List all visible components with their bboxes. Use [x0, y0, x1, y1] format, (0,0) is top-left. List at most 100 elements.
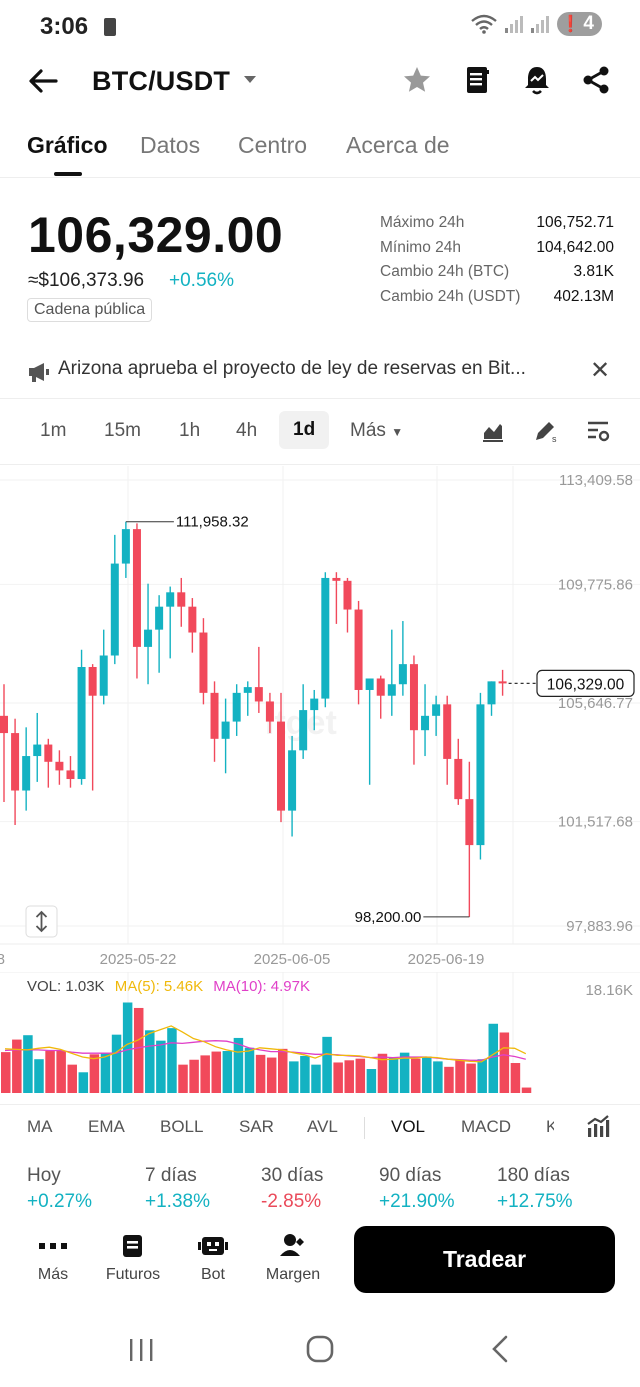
chart-settings-icon[interactable]: [586, 419, 612, 443]
candle-body[interactable]: [199, 632, 208, 693]
candle-body[interactable]: [110, 563, 119, 656]
last-price-tag[interactable]: [536, 669, 635, 698]
back-arrow-icon[interactable]: [26, 64, 60, 98]
interval-4h[interactable]: 4h: [236, 420, 258, 441]
candle-body[interactable]: [99, 655, 108, 696]
candle-body[interactable]: [387, 684, 396, 696]
candle-body[interactable]: [132, 529, 141, 647]
nav-more[interactable]: Más: [18, 1230, 88, 1284]
indicator-ema[interactable]: EMA: [88, 1117, 125, 1136]
indicator-boll[interactable]: BOLL: [160, 1117, 204, 1136]
candle-body[interactable]: [210, 692, 219, 739]
news-text[interactable]: Arizona aprueba el proyecto de ley de re…: [58, 358, 526, 379]
candle-body[interactable]: [398, 664, 407, 685]
candle-body[interactable]: [465, 799, 474, 846]
home-icon[interactable]: [305, 1334, 335, 1364]
indicator-settings-icon[interactable]: [585, 1114, 611, 1140]
notebook-icon[interactable]: [461, 64, 493, 96]
candle-body[interactable]: [310, 698, 319, 711]
tab-data[interactable]: Datos: [140, 132, 201, 158]
interval-1h[interactable]: 1h: [179, 420, 201, 441]
candle-body[interactable]: [221, 721, 230, 739]
candle-body[interactable]: [66, 770, 75, 780]
volume-bar: [1, 1052, 11, 1093]
candle-body[interactable]: [376, 678, 385, 696]
candle-body[interactable]: [321, 577, 330, 699]
interval-1m[interactable]: 1m: [40, 420, 67, 441]
nav-label: Futuros: [105, 1266, 161, 1283]
draw-tool-icon[interactable]: s: [533, 419, 559, 443]
pair-dropdown-icon[interactable]: [244, 76, 256, 83]
star-icon[interactable]: [401, 64, 433, 96]
candle-body[interactable]: [421, 715, 430, 731]
candle-body[interactable]: [232, 692, 241, 722]
candle-body[interactable]: [33, 744, 42, 757]
candle-body[interactable]: [277, 721, 285, 811]
candle-body[interactable]: [11, 733, 20, 791]
candle-body[interactable]: [354, 609, 363, 690]
candle-body[interactable]: [121, 529, 130, 564]
indicator-vol[interactable]: VOL: [391, 1117, 426, 1136]
candle-body[interactable]: [254, 687, 263, 702]
indicator-avl[interactable]: AVL: [307, 1117, 338, 1136]
candle-body[interactable]: [22, 756, 31, 791]
volume-bar: [34, 1059, 44, 1093]
candle-body[interactable]: [166, 592, 175, 607]
volume-chart[interactable]: 18.16K: [0, 972, 640, 1102]
interval-1d[interactable]: 1d: [279, 411, 330, 449]
candle-body[interactable]: [288, 750, 297, 811]
candle-body[interactable]: [77, 666, 86, 780]
candle-body[interactable]: [365, 678, 374, 690]
nav-futures[interactable]: Futuros: [98, 1230, 168, 1284]
ma5-line: [4, 1025, 527, 1063]
indicator-sar[interactable]: SAR: [239, 1117, 274, 1136]
candle-body[interactable]: [498, 681, 507, 684]
candle-body[interactable]: [432, 704, 441, 716]
news-banner[interactable]: Arizona aprueba el proyecto de ley de re…: [0, 354, 640, 394]
candle-body[interactable]: [144, 629, 153, 647]
back-nav-icon[interactable]: [486, 1334, 514, 1364]
price-alert-icon[interactable]: [521, 64, 553, 96]
share-icon[interactable]: [580, 64, 612, 96]
candle-body[interactable]: [454, 758, 463, 800]
candle-body[interactable]: [55, 761, 64, 771]
close-icon[interactable]: ✕: [590, 357, 611, 384]
interval-15m[interactable]: 15m: [104, 420, 141, 441]
indicator-macd[interactable]: MACD: [461, 1117, 512, 1136]
status-bar: 3:06 ❗ 4: [0, 0, 640, 52]
interval-more[interactable]: Más ▼: [350, 420, 403, 442]
candle-body[interactable]: [88, 666, 97, 696]
volume-legend: VOL: 1.03K MA(5): 5.46K MA(10): 4.97K: [27, 978, 310, 995]
tab-about[interactable]: Acerca de: [346, 132, 450, 158]
candle-body[interactable]: [44, 744, 53, 762]
candle-body[interactable]: [443, 704, 452, 759]
candle-body[interactable]: [476, 704, 485, 846]
candle-body[interactable]: [409, 664, 418, 731]
candle-body[interactable]: [243, 687, 252, 693]
candle-body[interactable]: [343, 580, 352, 610]
candle-body[interactable]: [188, 606, 197, 633]
pair-title[interactable]: BTC/USDT: [92, 66, 231, 96]
status-icons: ❗ 4: [470, 12, 602, 36]
candle-body[interactable]: [487, 681, 496, 705]
candle-body[interactable]: [155, 606, 164, 630]
chart-style-icon[interactable]: [481, 419, 505, 443]
candle-body[interactable]: [177, 592, 186, 607]
tab-center[interactable]: Centro: [238, 132, 308, 158]
candle-body[interactable]: [265, 701, 274, 722]
nav-bot[interactable]: Bot: [178, 1230, 248, 1284]
expand-vertical-icon: [35, 910, 48, 933]
candle-body[interactable]: [0, 715, 8, 734]
nav-margin[interactable]: Margen: [258, 1230, 328, 1284]
candle-body[interactable]: [332, 577, 341, 581]
tab-chart[interactable]: Gráfico: [27, 132, 108, 158]
candle-body[interactable]: [299, 710, 308, 751]
recent-apps-icon[interactable]: [127, 1336, 155, 1364]
trade-button[interactable]: Tradear: [354, 1226, 615, 1293]
volume-bar: [333, 1062, 343, 1093]
volume-bar: [200, 1055, 210, 1093]
indicator-overflow[interactable]: K: [546, 1117, 554, 1136]
indicator-ma[interactable]: MA: [27, 1117, 53, 1136]
chain-badge[interactable]: Cadena pública: [27, 298, 153, 322]
